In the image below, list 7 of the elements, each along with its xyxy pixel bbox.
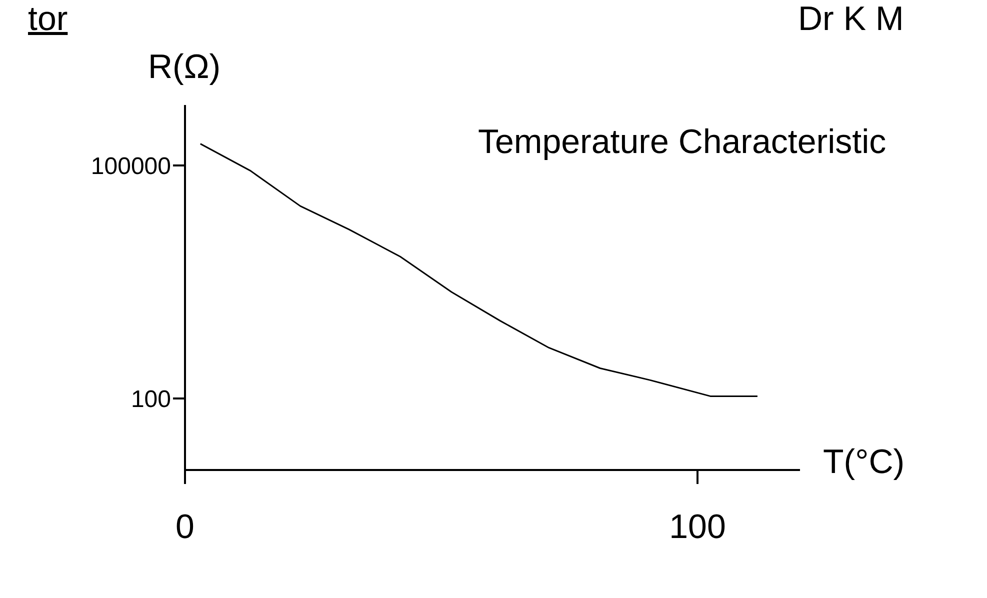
text: tor <box>28 0 68 39</box>
x-axis-title: T(°C) <box>823 443 905 482</box>
text: Dr K M <box>798 0 904 39</box>
x-tick-label: 0 <box>176 508 194 546</box>
y-axis-title: R(Ω) <box>148 48 221 87</box>
annotation: Temperature Characteristic <box>478 123 886 162</box>
y-tick-label: 100000 <box>90 152 171 180</box>
